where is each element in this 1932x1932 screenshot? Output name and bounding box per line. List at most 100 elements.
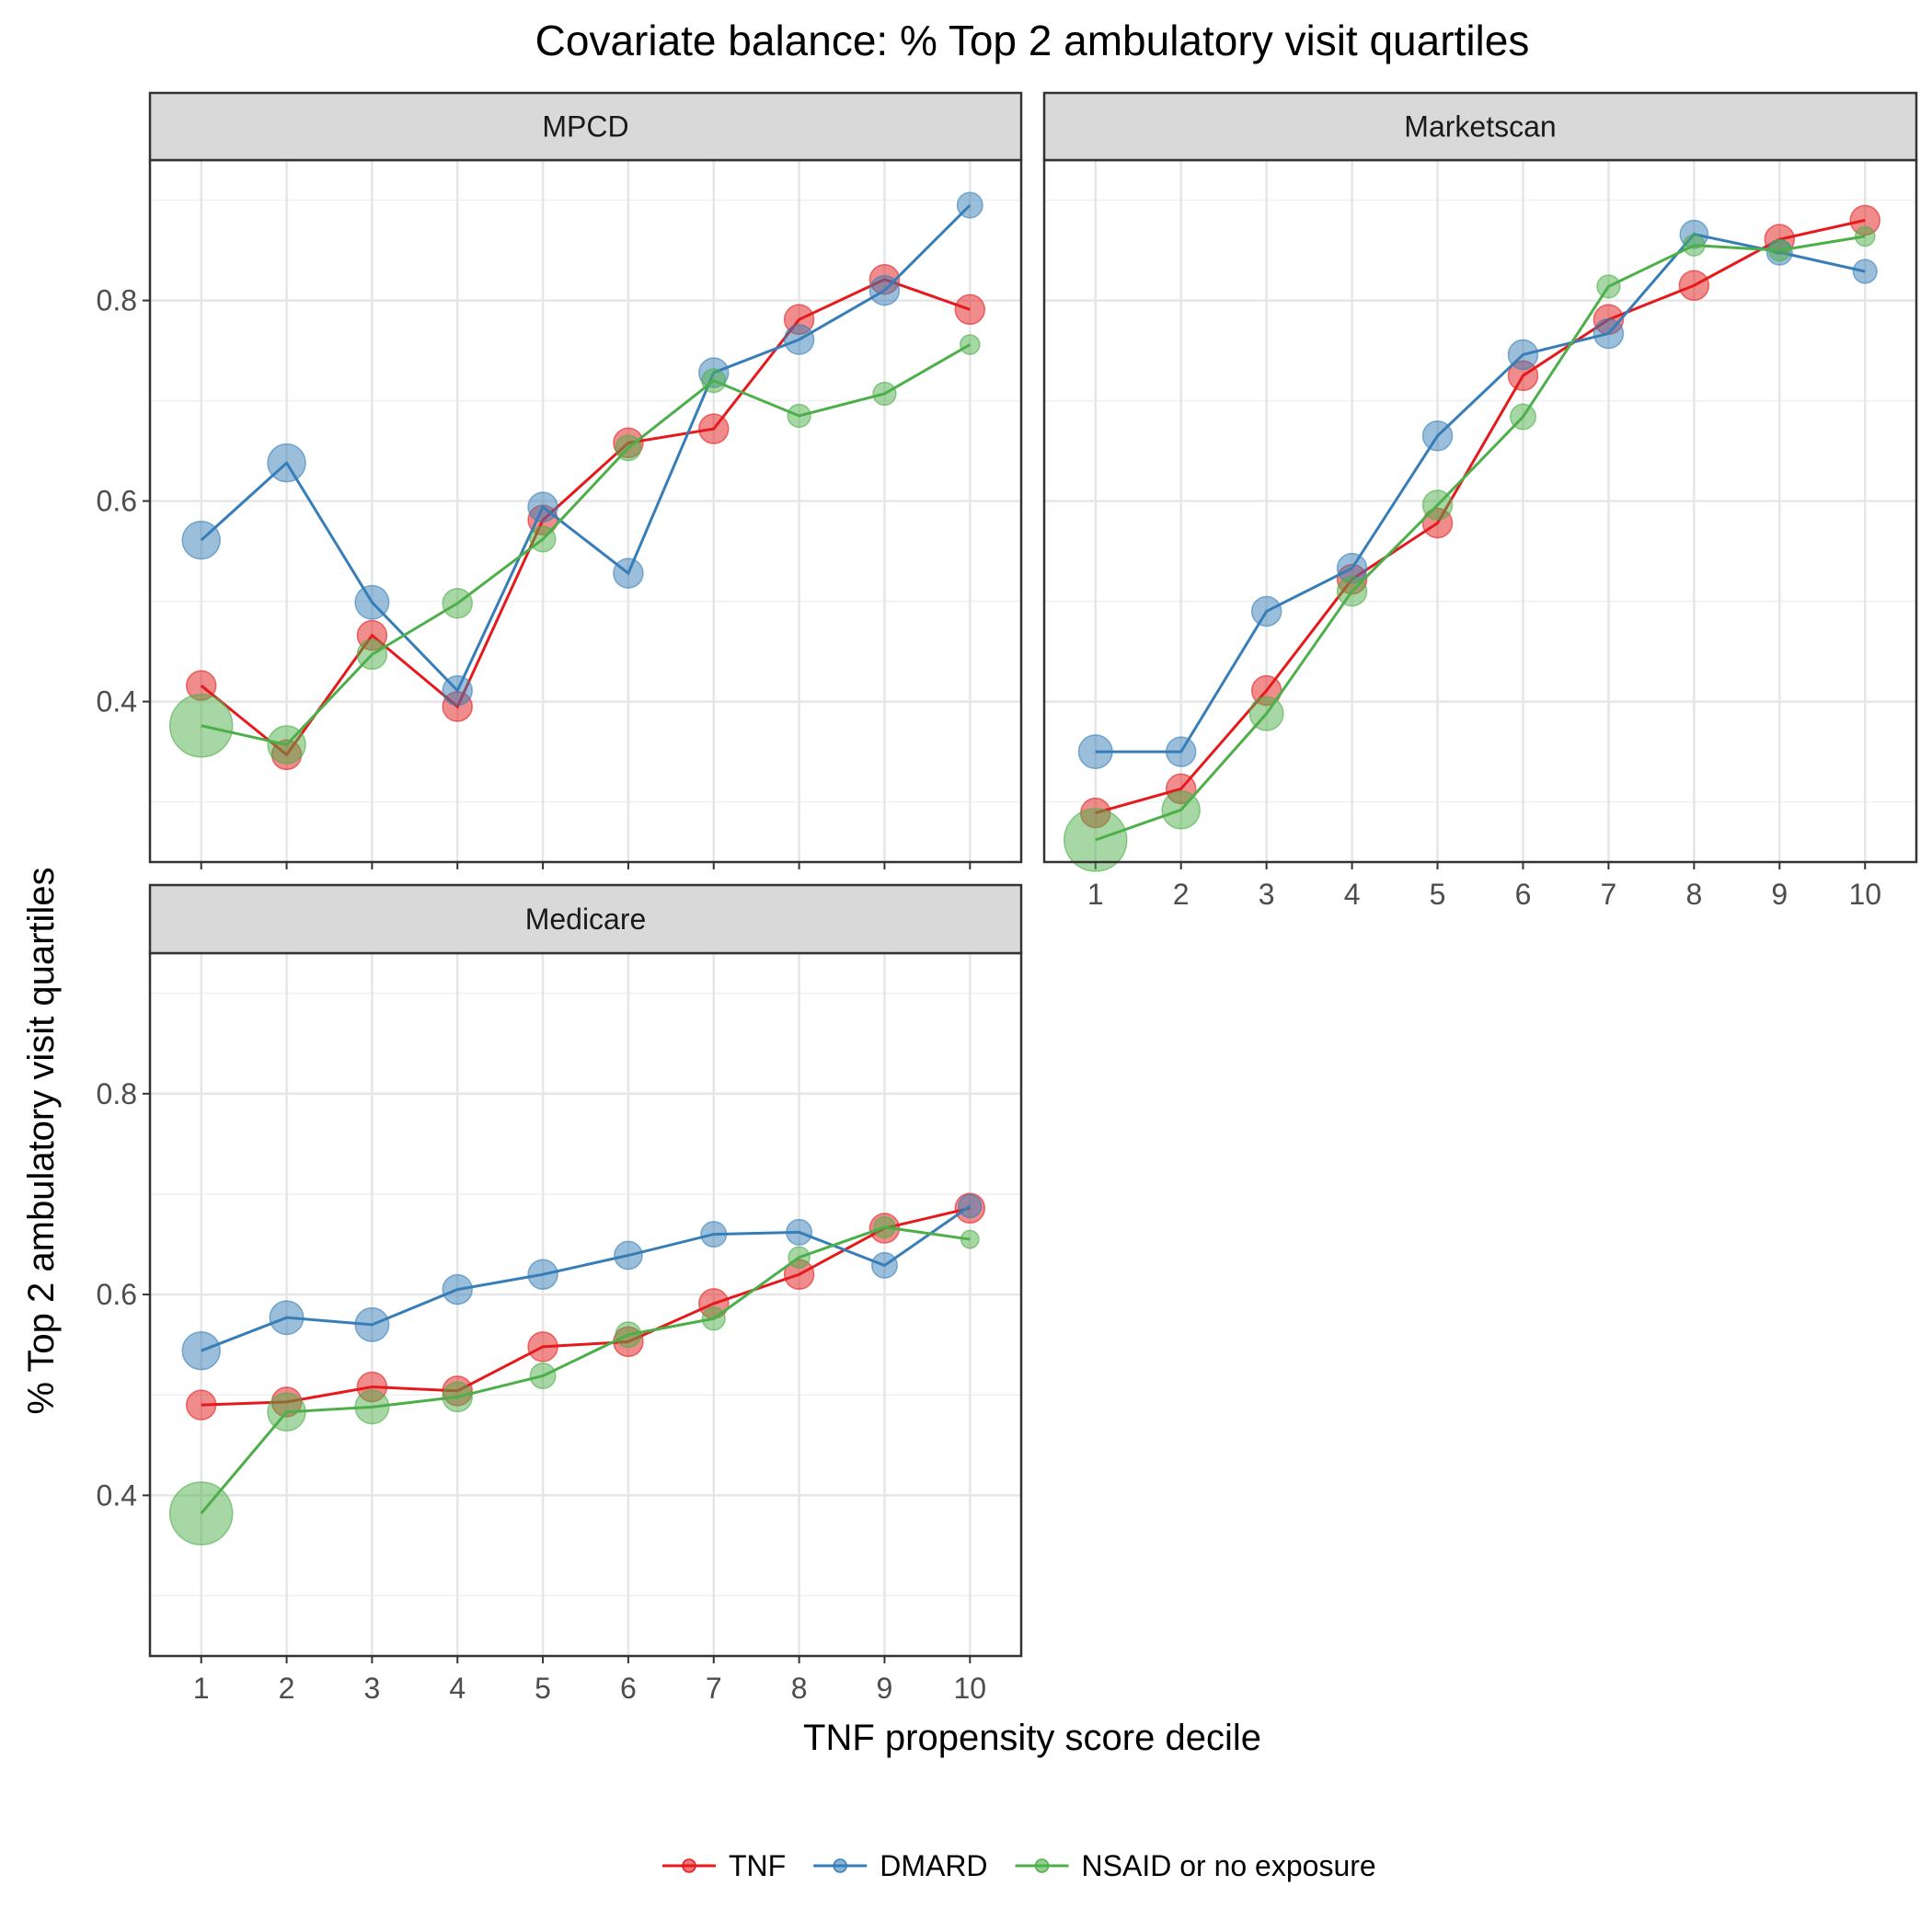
data-point-nsaid-or-no-exposure [1683,234,1706,257]
y-tick-label: 0.4 [97,1478,137,1512]
data-point-nsaid-or-no-exposure [701,368,727,394]
panel-marketscan: 1 2 3 4 5 6 7 8 9 10 Marketscan [1042,91,1918,911]
data-point-nsaid-or-no-exposure [168,1481,234,1546]
strip-label: Marketscan [1404,110,1556,144]
legend-label: DMARD [880,1849,987,1882]
data-point-nsaid-or-no-exposure [442,588,473,619]
legend-swatch-point [682,1858,696,1873]
data-point-nsaid-or-no-exposure [1336,575,1368,607]
legend-label: TNF [729,1849,786,1882]
y-tick-label: 0.8 [97,1077,137,1110]
series-line-dmard [201,1204,972,1352]
legend-key-tnf: TNF [662,1849,786,1882]
data-point-nsaid-or-no-exposure [615,1321,642,1349]
series-line-nsaid-or-no-exposure [1095,235,1866,842]
series-line-dmard [1095,233,1866,753]
data-point-tnf [1678,270,1710,301]
data-point-dmard [1852,259,1878,284]
data-point-dmard [958,1193,983,1219]
x-tick-label: 5 [1430,878,1446,911]
data-point-nsaid-or-no-exposure [788,1246,811,1269]
legend: TNF DMARD NSAID or no exposure [662,1849,1376,1882]
data-point-dmard [868,274,901,306]
data-point-dmard [613,558,644,589]
legend-key-dmard: DMARD [813,1849,988,1882]
x-tick-label: 5 [535,1672,551,1705]
x-tick-label: 6 [1515,878,1532,911]
data-point-tnf [954,293,986,326]
data-point-dmard [783,324,815,355]
series-line-tnf [1095,218,1866,815]
data-point-nsaid-or-no-exposure [1421,489,1454,521]
y-tick-label: 0.6 [97,485,137,518]
series-line-nsaid-or-no-exposure [200,1225,971,1514]
data-point-nsaid-or-no-exposure [1854,225,1876,247]
x-tick-label: 8 [1685,878,1702,911]
x-tick-label: 3 [363,1672,380,1705]
data-point-nsaid-or-no-exposure [442,1381,473,1413]
panel-mpcd: 0.4 0.6 0.8 MPCD [97,91,1023,869]
x-tick-label: 6 [620,1672,637,1705]
data-point-nsaid-or-no-exposure [1161,790,1201,830]
data-point-nsaid-or-no-exposure [168,694,234,758]
x-tick-label: 10 [1848,878,1881,911]
data-point-dmard [700,1221,728,1248]
data-point-nsaid-or-no-exposure [529,525,557,553]
x-tick-label: 3 [1259,878,1275,911]
data-point-dmard [870,1251,898,1279]
data-point-nsaid-or-no-exposure [529,1362,557,1389]
x-tick-label: 7 [1601,878,1617,911]
data-point-dmard [354,1306,390,1342]
data-point-nsaid-or-no-exposure [873,1215,896,1239]
series-line-tnf [201,1206,971,1407]
data-point-dmard [527,1259,558,1291]
data-point-nsaid-or-no-exposure [615,434,642,462]
data-point-nsaid-or-no-exposure [1768,238,1791,262]
x-tick-label: 9 [877,1672,893,1705]
x-tick-label: 2 [1173,878,1190,911]
x-axis-title: TNF propensity score decile [803,1718,1261,1758]
series-line-dmard [200,203,972,694]
data-point-nsaid-or-no-exposure [701,1306,726,1331]
data-point-dmard [956,191,983,219]
chart-title: Covariate balance: % Top 2 ambulatory vi… [535,17,1530,64]
data-point-nsaid-or-no-exposure [787,403,811,429]
data-point-dmard [181,520,221,560]
strip-label: MPCD [542,110,628,144]
data-point-nsaid-or-no-exposure [872,381,897,407]
data-point-dmard [1165,736,1197,767]
data-point-dmard [527,491,558,523]
y-tick-label: 0.8 [97,284,137,317]
data-point-dmard [181,1330,221,1371]
panels-layer: 0.4 0.6 0.8 MPCD 1 2 3 4 5 6 7 8 9 10 Marketscan 0.4 0.6… [97,91,1918,1705]
data-point-tnf [698,413,730,444]
legend-label: NSAID or no exposure [1082,1849,1376,1882]
data-point-dmard [1077,734,1113,770]
data-point-dmard [1593,317,1625,350]
strip-mpcd [148,91,1023,162]
y-tick-label: 0.4 [97,685,137,719]
legend-swatch-point [1034,1858,1050,1873]
data-point-nsaid-or-no-exposure [1509,403,1536,431]
x-tick-label: 4 [449,1672,466,1705]
strip-marketscan [1042,91,1918,162]
data-point-dmard [442,674,473,707]
strip-label: Medicare [525,903,647,936]
data-point-nsaid-or-no-exposure [356,638,388,671]
x-tick-label: 8 [791,1672,808,1705]
panel-medicare: 0.4 0.6 0.8 1 2 3 4 5 6 7 8 9 10 Medicare [97,883,1023,1705]
x-tick-label: 7 [706,1672,722,1705]
x-tick-label: 2 [279,1672,295,1705]
data-point-tnf [185,1389,217,1420]
x-tick-label: 10 [953,1672,986,1705]
legend-swatch-point [833,1858,847,1873]
data-point-nsaid-or-no-exposure [1596,274,1621,299]
data-point-nsaid-or-no-exposure [959,334,981,355]
series-line-tnf [200,278,971,757]
series-line-nsaid-or-no-exposure [201,343,972,747]
data-point-nsaid-or-no-exposure [267,725,306,765]
x-tick-label: 1 [193,1672,210,1705]
data-point-nsaid-or-no-exposure [1248,696,1284,731]
data-point-nsaid-or-no-exposure [960,1229,980,1249]
